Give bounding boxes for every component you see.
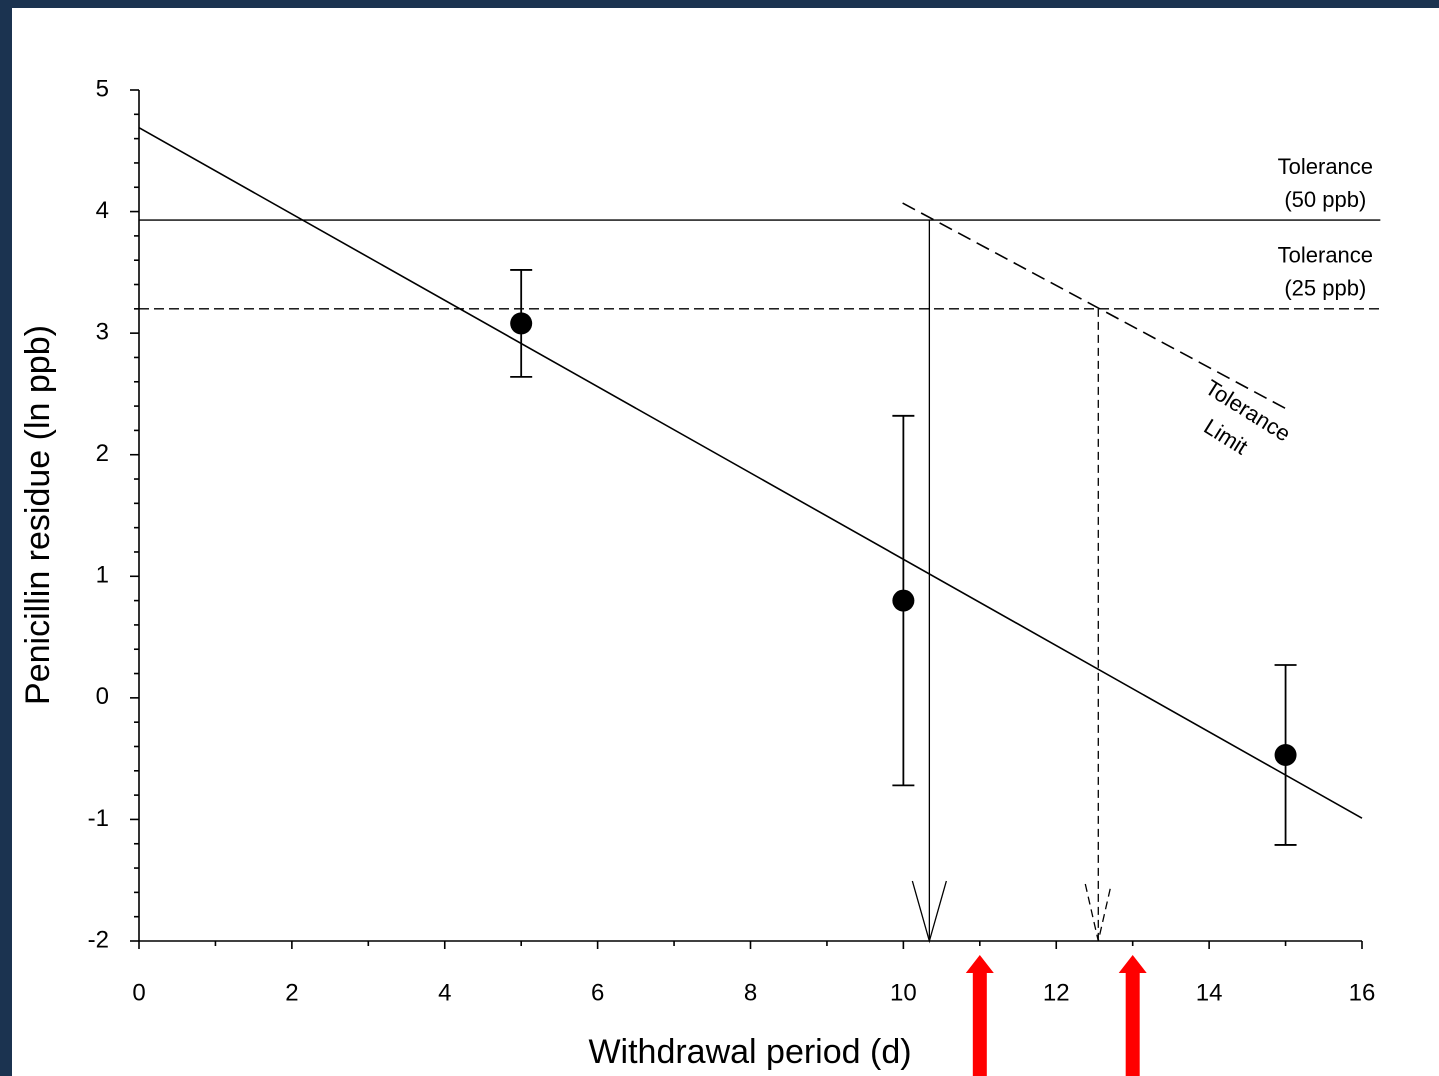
tolerance-label: (25 ppb)	[1284, 276, 1366, 301]
fit-line	[138, 126, 1363, 819]
y-tick-label: -2	[88, 926, 109, 953]
data-point	[892, 589, 915, 612]
x-tick-label: 2	[285, 979, 298, 1006]
x-tick-label: 6	[591, 979, 604, 1006]
y-tick-label: 5	[96, 75, 109, 102]
tolerance-label: Tolerance	[1278, 154, 1373, 179]
highlight-arrow	[965, 955, 994, 1076]
y-tick-label: 1	[96, 562, 109, 589]
x-tick-label: 10	[890, 979, 917, 1006]
y-tick-label: 3	[96, 318, 109, 345]
x-axis-label: Withdrawal period (d)	[588, 1033, 911, 1071]
slide-panel	[12, 8, 1439, 1076]
arrow-head	[1084, 883, 1112, 942]
data-point	[1274, 743, 1297, 766]
x-tick-label: 4	[438, 979, 451, 1006]
tolerance-label: (50 ppb)	[1284, 187, 1366, 212]
y-tick-label: 4	[96, 197, 109, 224]
y-tick-label: -1	[88, 805, 109, 832]
y-axis-label: Penicillin residue (ln ppb)	[19, 325, 57, 705]
tolerance-limit-line	[902, 202, 1289, 411]
x-tick-label: 14	[1196, 979, 1223, 1006]
x-tick-label: 16	[1349, 979, 1376, 1006]
x-tick-label: 8	[744, 979, 757, 1006]
y-tick-label: 0	[96, 683, 109, 710]
x-tick-label: 0	[132, 979, 145, 1006]
data-point	[510, 312, 533, 335]
tolerance-label: Tolerance	[1278, 243, 1373, 268]
x-tick-label: 12	[1043, 979, 1070, 1006]
arrow-head	[911, 880, 947, 944]
highlight-arrow	[1118, 955, 1147, 1076]
y-tick-label: 2	[96, 440, 109, 467]
